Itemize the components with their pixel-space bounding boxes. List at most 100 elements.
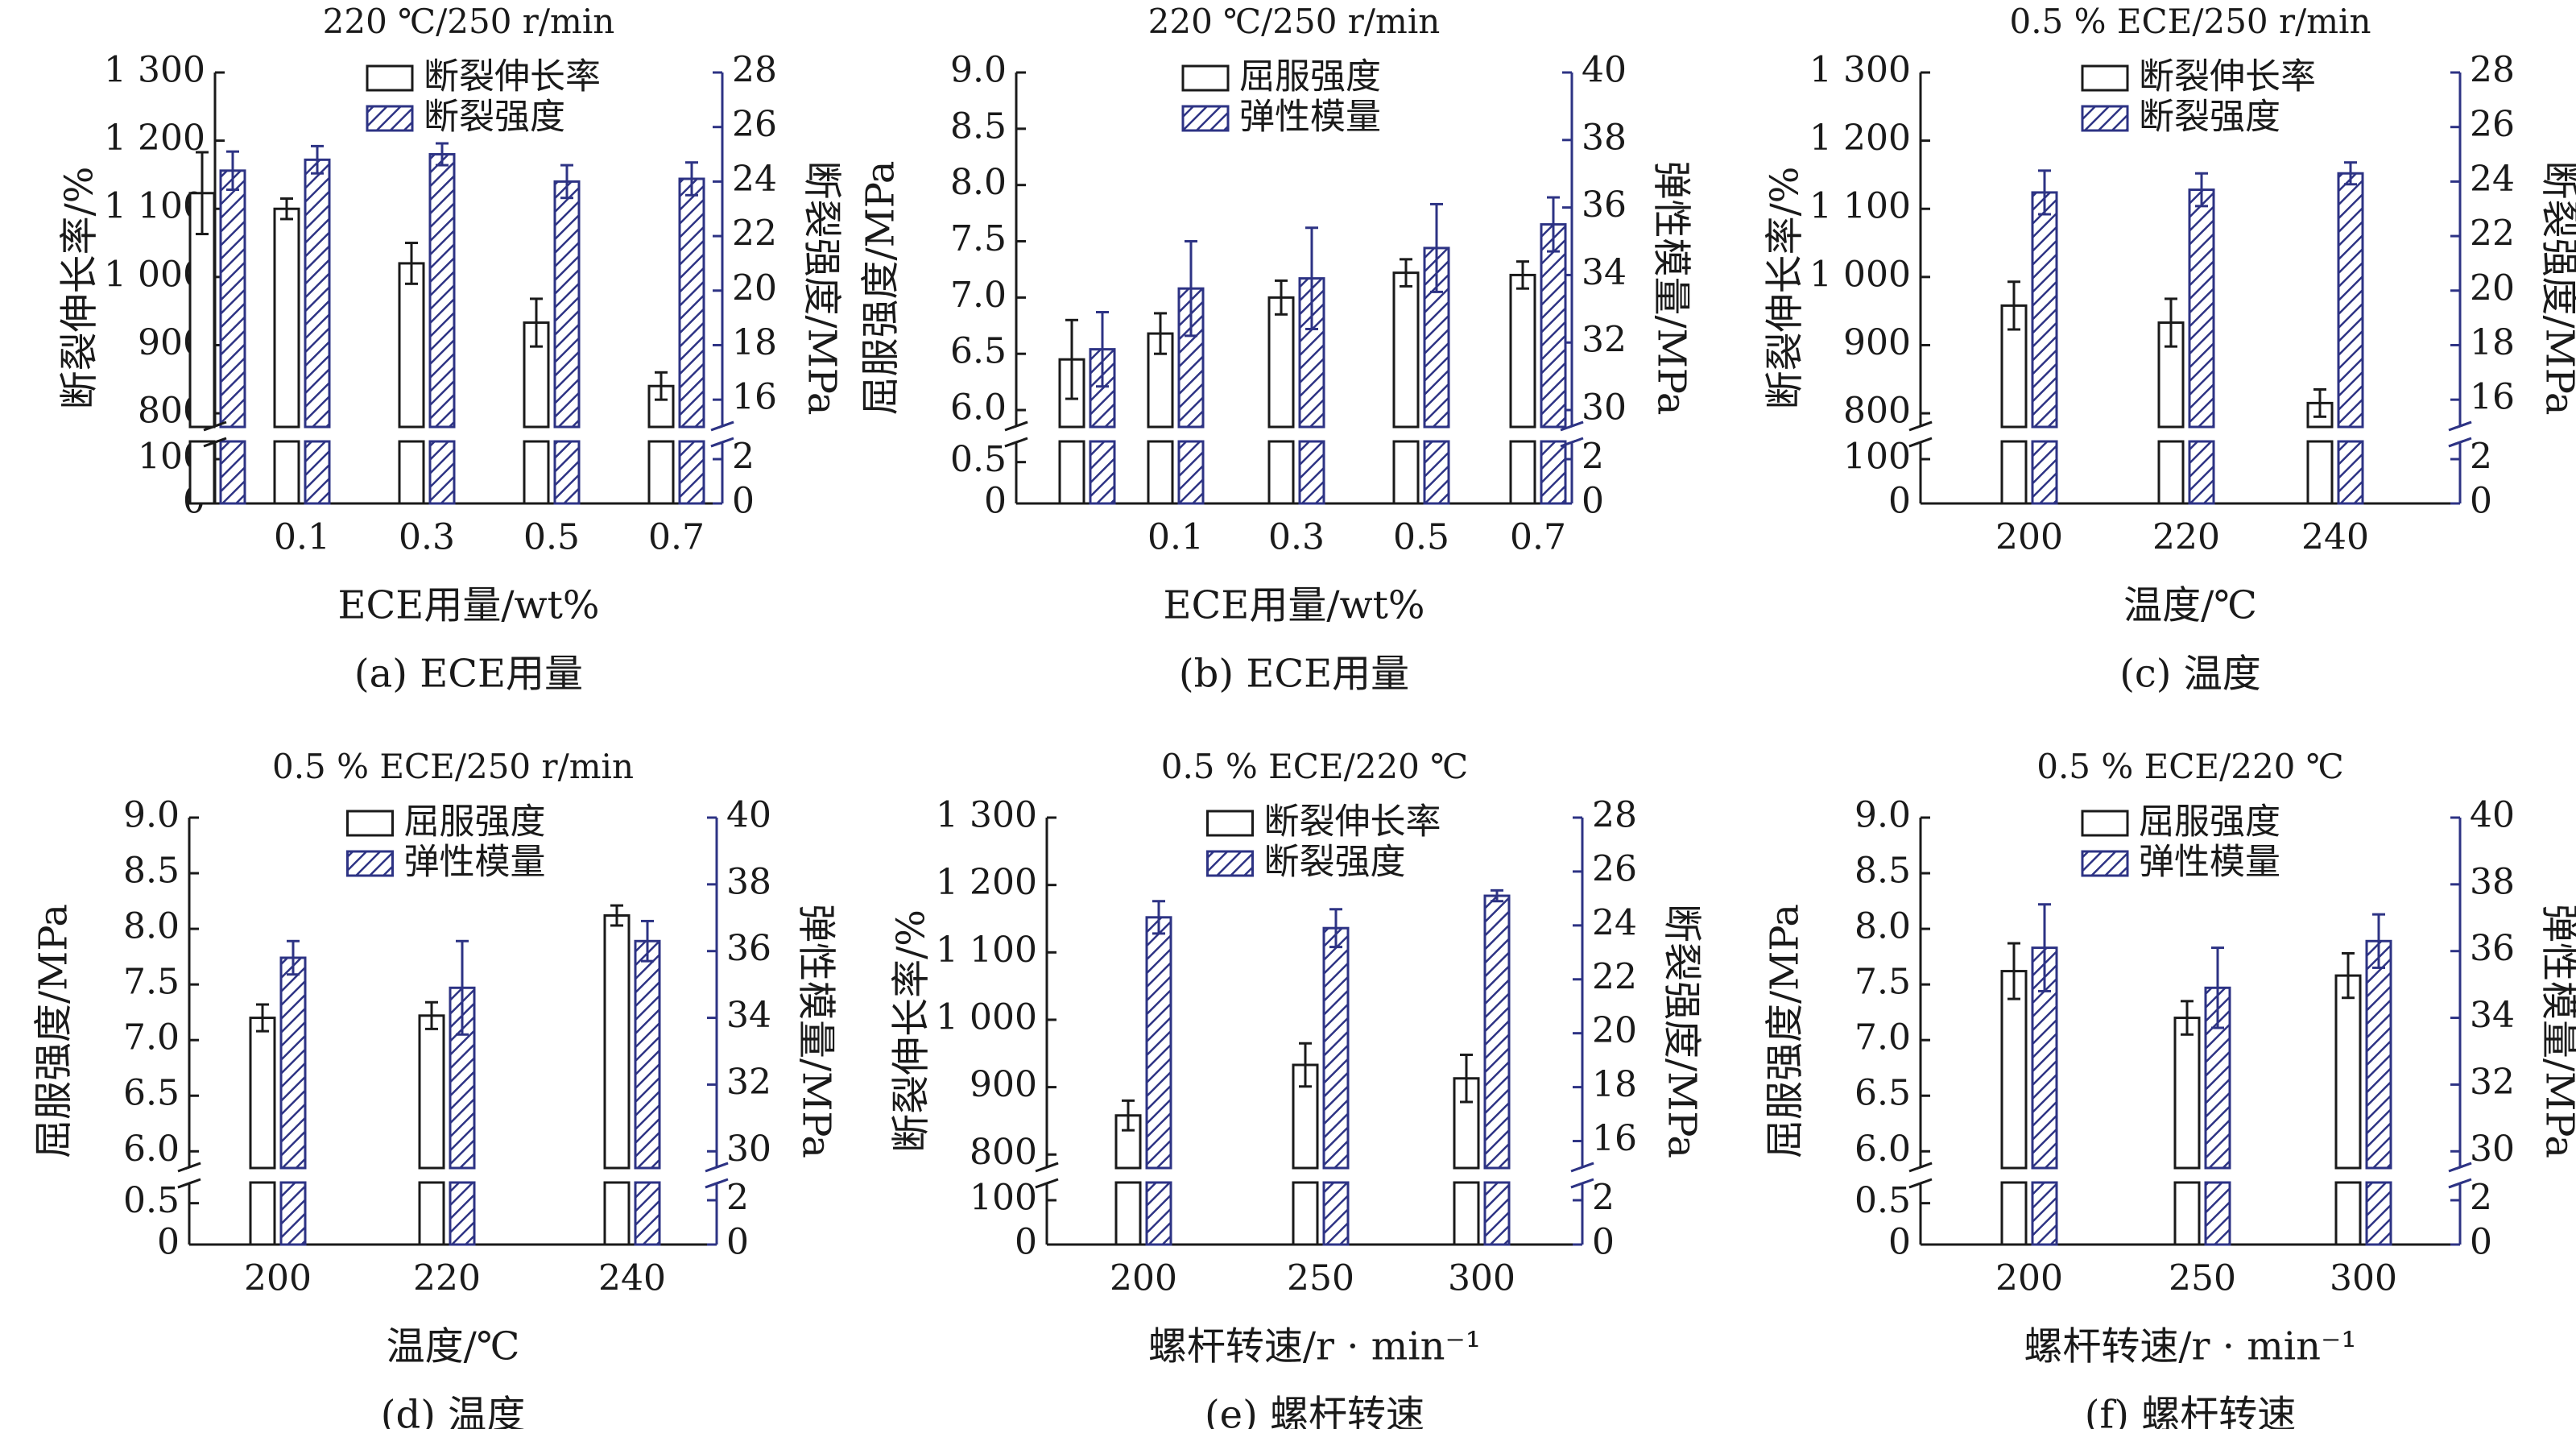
panel-e-x-tick-label: 200 [1110, 1258, 1177, 1299]
panel-e-legend-swatch-hatch [1206, 850, 1254, 877]
panel-a-bar-断裂伸长率-lower [273, 440, 300, 505]
panel-f-caption: (f) 螺杆转速 [2085, 1393, 2296, 1429]
panel-b-right-tick-label: 30 [1582, 387, 1627, 429]
panel-c-right-tick-label: 24 [2470, 159, 2515, 200]
panel-c-break-gap [1908, 429, 2473, 440]
panel-c-left-tick-label: 1 200 [1809, 118, 1911, 159]
panel-d-xlabel: 温度/℃ [387, 1324, 520, 1369]
panel-a-bar-断裂伸长率-lower [523, 440, 550, 505]
panel-d-bar-屈服强度-lower [249, 1181, 276, 1246]
panel-d-bar-屈服强度-upper [249, 1017, 276, 1170]
panel-b-right-tick-label: 38 [1582, 117, 1627, 158]
panel-b-left-break-slash-1 [1004, 420, 1028, 432]
panel-b-left-tick-label: 0 [984, 481, 1007, 522]
panel-a-bar-断裂强度-lower [678, 440, 705, 505]
panel-b-right-tick-label: 36 [1582, 184, 1627, 226]
panel-c-left-tick-label: 100 [1843, 437, 1911, 478]
panel-e-caption: (e) 螺杆转速 [1205, 1393, 1424, 1429]
panel-f-legend-label-hatch: 弹性模量 [2139, 842, 2280, 883]
panel-b-left-tick-label: 6.5 [950, 331, 1007, 372]
panel-d-left-tick-label: 7.0 [123, 1017, 180, 1058]
panel-b-right-tick-label: 2 [1582, 437, 1604, 478]
panel-d-left-tick-label: 6.0 [123, 1129, 180, 1170]
panel-d-legend-label-hatch: 弹性模量 [404, 842, 546, 883]
panel-c-bar-断裂强度-lower [2188, 440, 2215, 505]
panel-f-bar-弹性模量-upper [2365, 939, 2392, 1170]
panel-a-bar-断裂强度-upper [428, 153, 456, 429]
panel-f-bar-弹性模量-lower [2365, 1181, 2392, 1246]
panel-f-left-tick-label: 0 [1888, 1222, 1911, 1263]
panel-f-y2label: 弹性模量/MPa [2537, 904, 2576, 1158]
panel-a-right-tick-label: 18 [732, 322, 777, 363]
panel-b-legend-label-open: 屈服强度 [1239, 56, 1381, 97]
panel-e-right-tick-label: 2 [1592, 1178, 1615, 1219]
panel-d-right-tick-label: 34 [726, 995, 771, 1036]
panel-e-bar-断裂伸长率-lower [1114, 1181, 1142, 1246]
panel-d-right-tick-label: 32 [726, 1062, 771, 1103]
panel-e-legend-label-hatch: 断裂强度 [1264, 842, 1406, 883]
panel-d-right-tick-label: 36 [726, 928, 771, 969]
panel-f-right-tick-label: 0 [2470, 1222, 2492, 1263]
panel-d-right-tick-label: 40 [726, 795, 771, 836]
panel-a-right-tick-label: 20 [732, 267, 777, 309]
panel-a-legend-swatch-hatch [366, 105, 414, 132]
panel-a-x-tick-label: 0.5 [523, 517, 580, 558]
panel-d-x-tick-label: 220 [413, 1258, 481, 1299]
panel-b-y2label: 弹性模量/MPa [1649, 160, 1694, 415]
panel-a-x-tick-label: 0.7 [648, 517, 705, 558]
panel-a-right-tick-label: 22 [732, 213, 777, 255]
panel-b-bar-屈服强度-upper [1267, 296, 1295, 429]
panel-b-right-tick-label: 40 [1582, 50, 1627, 91]
panel-d-right-break-slash-2 [705, 1178, 729, 1189]
panel-a-legend-label-open: 断裂伸长率 [424, 56, 601, 97]
panel-d-legend-swatch-hatch [346, 850, 394, 877]
panel-c-legend-swatch-hatch [2081, 105, 2129, 132]
panel-a-right-tick-label: 2 [732, 437, 755, 478]
panel-c-x-tick-label: 200 [1995, 517, 2063, 558]
panel-c-title: 0.5 % ECE/250 r/min [2009, 2, 2371, 41]
panel-a-ylabel: 断裂伸长率/% [57, 167, 102, 410]
panel-c-right-tick-label: 2 [2470, 437, 2492, 478]
panel-b-bar-屈服强度-lower [1509, 440, 1536, 505]
panel-c-legend-label-hatch: 断裂强度 [2139, 97, 2280, 138]
panel-e-break-gap [1034, 1170, 1595, 1181]
panel-f-right-tick-label: 34 [2470, 995, 2515, 1036]
panel-e-right-tick-label: 0 [1592, 1222, 1615, 1263]
panel-d-left-tick-label: 9.0 [123, 795, 180, 836]
panel-a-left-tick-label: 1 200 [104, 118, 205, 159]
panel-e-right-tick-label: 26 [1592, 848, 1637, 889]
panel-e-right-tick-label: 24 [1592, 902, 1637, 943]
panel-d-right-tick-label: 0 [726, 1222, 749, 1263]
panel-e-xlabel: 螺杆转速/r · min⁻¹ [1148, 1324, 1481, 1369]
panel-d-right-tick-label: 2 [726, 1178, 749, 1219]
panel-a-left-tick-label: 1 100 [104, 186, 205, 227]
panel-c-y2label: 断裂强度/MPa [2537, 160, 2576, 415]
panel-a-title: 220 ℃/250 r/min [323, 2, 615, 41]
panel-e-right-tick-label: 20 [1592, 1010, 1637, 1051]
panel-f-right-tick-label: 30 [2470, 1129, 2515, 1170]
panel-c-left-break-slash-1 [1908, 420, 1933, 432]
panel-d-bar-弹性模量-lower [279, 1181, 307, 1246]
panel-e-left-tick-label: 0 [1015, 1222, 1037, 1263]
panel-e-bar-断裂强度-upper [1483, 894, 1511, 1170]
panel-c-left-tick-label: 0 [1888, 481, 1911, 522]
panel-a-bar-断裂伸长率-upper [273, 207, 300, 429]
panel-e-left-tick-label: 900 [970, 1064, 1037, 1105]
panel-c-right-tick-label: 0 [2470, 481, 2492, 522]
panel-a-bar-断裂强度-lower [553, 440, 581, 505]
panel-b-bar-弹性模量-upper [1540, 223, 1567, 429]
panel-f-left-tick-label: 9.0 [1854, 795, 1911, 836]
panel-e-bar-断裂强度-upper [1145, 916, 1172, 1170]
panel-d-right-tick-label: 30 [726, 1129, 771, 1170]
panel-a-bar-断裂强度-upper [553, 180, 581, 429]
panel-b-bar-弹性模量-lower [1177, 440, 1205, 505]
panel-a-bar-断裂强度-upper [219, 169, 246, 429]
panel-b-title: 220 ℃/250 r/min [1148, 2, 1441, 41]
panel-a-left-break-slash-2 [203, 437, 227, 448]
panel-c-legend-swatch-open [2081, 64, 2129, 92]
panel-a-break-gap [202, 429, 735, 440]
panel-e-right-break-slash-2 [1570, 1178, 1594, 1189]
panel-b-left-tick-label: 8.5 [950, 106, 1007, 147]
panel-a-xlabel: ECE用量/wt% [338, 583, 600, 628]
panel-f-left-tick-label: 7.5 [1854, 962, 1911, 1003]
